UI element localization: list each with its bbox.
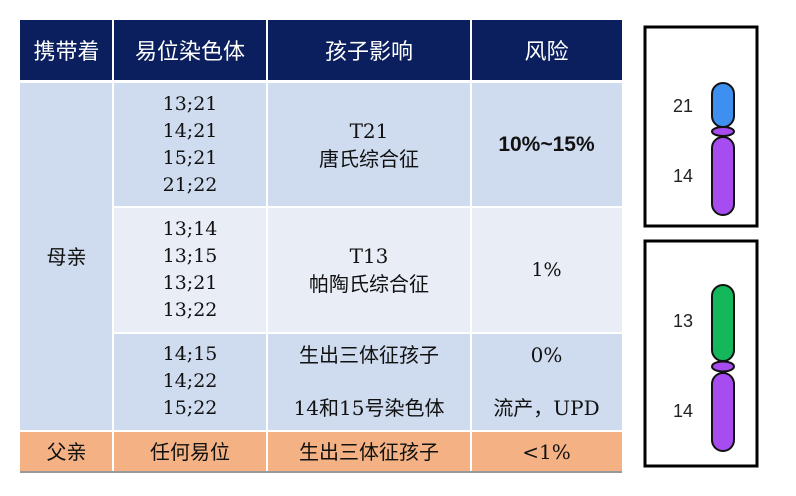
effect-1: T21 唐氏综合征 <box>267 83 471 207</box>
effect-line: 生出三体征孩子 <box>299 343 439 367</box>
translocation: 14;21 <box>162 120 218 142</box>
risk-line: 0% <box>530 343 563 367</box>
translocation: 13;15 <box>162 245 218 267</box>
divider <box>113 332 622 334</box>
translocation-list-3: 14;15 14;22 15;22 <box>113 333 267 430</box>
centromere <box>711 126 735 137</box>
label-bottom: 14 <box>673 166 693 186</box>
divider <box>266 20 268 471</box>
header-carrier: 携带着 <box>20 20 113 80</box>
chromosome-bottom-arm <box>711 136 735 216</box>
divider <box>112 20 114 471</box>
father-risk: <1% <box>471 432 622 471</box>
diagram-2: 13 14 <box>643 239 759 468</box>
translocation-list-2: 13;14 13;15 13;21 13;22 <box>113 207 267 333</box>
effect-2: T13 帕陶氏综合征 <box>267 207 471 333</box>
translocation: 14;22 <box>162 370 218 392</box>
translocation: 13;21 <box>162 272 218 294</box>
diagram-frame <box>643 25 759 228</box>
diagram-1: 21 14 <box>643 25 759 228</box>
risk-3: 0% 流产，UPD <box>471 333 622 430</box>
effect-line: 唐氏综合征 <box>319 147 419 171</box>
diagram-frame <box>643 239 759 468</box>
translocation: 21;22 <box>162 174 218 196</box>
label-top: 13 <box>673 311 693 331</box>
table-bottom-border <box>20 471 622 473</box>
chromosome-bottom-arm <box>711 372 735 452</box>
carrier-father: 父亲 <box>20 432 113 471</box>
risk-2: 1% <box>471 207 622 333</box>
effect-line: T21 <box>349 119 389 143</box>
translocation-list-1: 13;21 14;21 15;21 21;22 <box>113 83 267 207</box>
header-risk: 风险 <box>471 20 622 80</box>
chromosome-top-arm <box>711 82 735 128</box>
effect-3: 生出三体征孩子 14和15号染色体 <box>267 333 471 430</box>
father-effect: 生出三体征孩子 <box>267 432 471 471</box>
centromere <box>711 360 735 373</box>
effect-line: T13 <box>349 244 389 268</box>
translocation: 15;22 <box>162 397 218 419</box>
father-translocation: 任何易位 <box>113 432 267 471</box>
translocation: 13;22 <box>162 299 218 321</box>
label-bottom: 14 <box>673 401 693 421</box>
translocation: 14;15 <box>162 343 218 365</box>
chromosome-top-arm <box>711 284 735 362</box>
effect-line: 帕陶氏综合征 <box>309 272 429 296</box>
risk-1: 10%~15% <box>471 83 622 207</box>
divider <box>20 430 622 432</box>
translocation: 15;21 <box>162 147 218 169</box>
translocation: 13;21 <box>162 93 218 115</box>
translocation: 13;14 <box>162 218 218 240</box>
divider <box>113 206 622 208</box>
effect-line: 14和15号染色体 <box>293 396 445 420</box>
divider <box>470 20 472 471</box>
header-translocation: 易位染色体 <box>113 20 267 80</box>
risk-line: 流产，UPD <box>493 396 600 420</box>
label-top: 21 <box>673 96 693 116</box>
header-effect: 孩子影响 <box>267 20 471 80</box>
divider <box>20 80 622 83</box>
carrier-mother: 母亲 <box>20 83 113 430</box>
